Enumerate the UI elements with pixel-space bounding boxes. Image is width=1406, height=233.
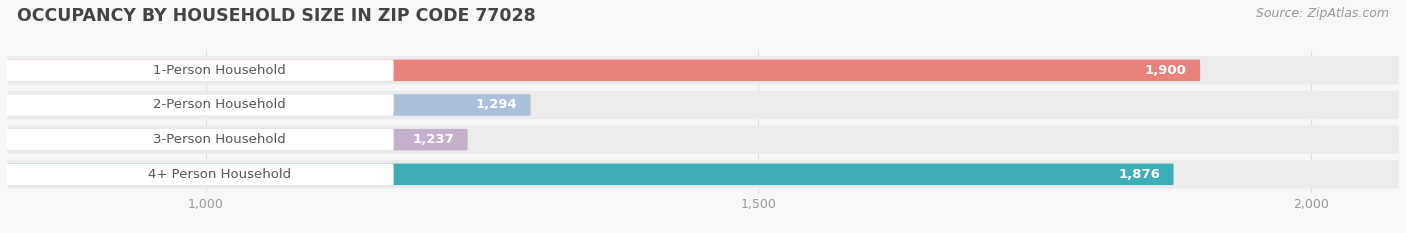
Text: Source: ZipAtlas.com: Source: ZipAtlas.com	[1256, 7, 1389, 20]
FancyBboxPatch shape	[4, 164, 394, 185]
FancyBboxPatch shape	[7, 60, 1201, 81]
Text: 1,876: 1,876	[1119, 168, 1160, 181]
FancyBboxPatch shape	[7, 129, 468, 151]
FancyBboxPatch shape	[7, 164, 1174, 185]
FancyBboxPatch shape	[7, 91, 1399, 119]
FancyBboxPatch shape	[4, 60, 394, 81]
FancyBboxPatch shape	[7, 94, 530, 116]
FancyBboxPatch shape	[4, 129, 394, 151]
Text: 3-Person Household: 3-Person Household	[153, 133, 285, 146]
FancyBboxPatch shape	[7, 160, 1399, 188]
Text: 1-Person Household: 1-Person Household	[153, 64, 285, 77]
FancyBboxPatch shape	[7, 125, 1399, 154]
Text: 1,900: 1,900	[1144, 64, 1187, 77]
Text: 1,294: 1,294	[475, 99, 517, 112]
Text: 4+ Person Household: 4+ Person Household	[148, 168, 291, 181]
FancyBboxPatch shape	[7, 56, 1399, 85]
Text: OCCUPANCY BY HOUSEHOLD SIZE IN ZIP CODE 77028: OCCUPANCY BY HOUSEHOLD SIZE IN ZIP CODE …	[17, 7, 536, 25]
Text: 1,237: 1,237	[413, 133, 454, 146]
Text: 2-Person Household: 2-Person Household	[153, 99, 285, 112]
FancyBboxPatch shape	[4, 94, 394, 116]
